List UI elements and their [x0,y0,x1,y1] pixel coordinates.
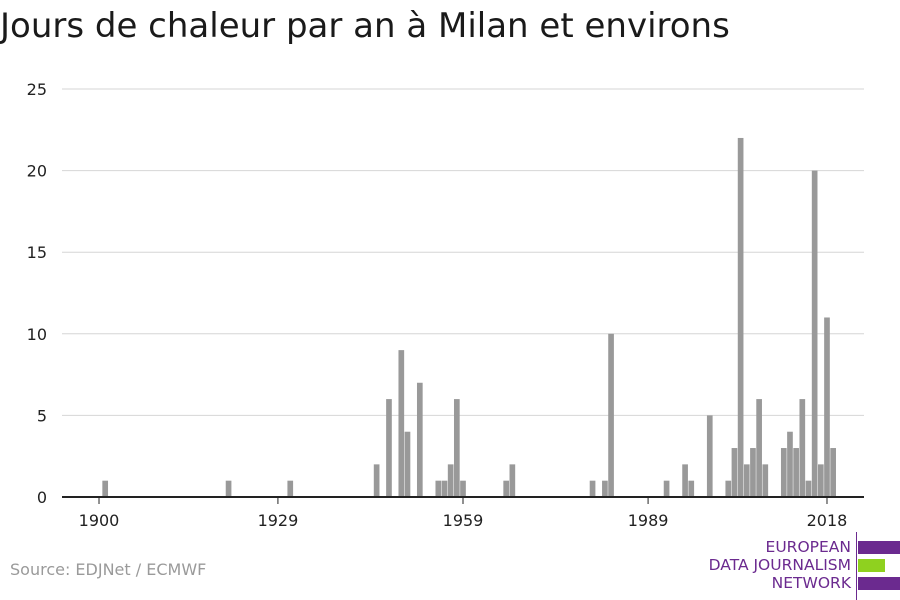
x-tick-label: 1959 [443,511,484,530]
bar [743,464,750,497]
chart-title: Jours de chaleur par an à Milan et envir… [0,6,730,46]
x-tick-label: 2018 [807,511,848,530]
bar [706,415,713,497]
edjnet-logo-text: EUROPEAN DATA JOURNALISM NETWORK [709,538,851,592]
bar [460,480,466,497]
bar [830,448,836,497]
bar [805,480,812,497]
logo-line: NETWORK [771,574,851,592]
bar [225,480,232,497]
y-tick-label: 15 [27,243,47,262]
x-tick-label: 1929 [258,511,299,530]
bar [756,399,762,497]
bar [608,333,614,497]
bar [787,431,793,497]
bars [102,137,836,497]
bar [602,480,608,497]
logo-line: EUROPEAN [765,538,851,556]
bar [386,399,392,497]
y-tick-label: 5 [37,406,47,425]
bar [503,480,510,497]
bar [750,448,756,497]
y-tick-labels: 0 5 10 15 20 25 [27,80,47,507]
bar [287,480,294,497]
bar [416,382,423,497]
bar [731,448,738,497]
x-tick-label: 1900 [79,511,120,530]
bar [725,480,732,497]
bar [404,431,411,497]
logo-bar-purple [858,577,900,590]
y-tick-label: 10 [27,325,47,344]
bar [780,448,787,497]
logo-bar-purple [858,541,900,554]
bar [811,170,818,497]
bar [688,480,695,497]
bar [373,464,380,497]
y-tick-label: 25 [27,80,47,99]
bar [793,448,799,497]
bar [453,399,460,497]
x-tick-label: 1989 [628,511,669,530]
bar [799,399,806,497]
logo-separator [856,532,857,600]
grid-lines [62,88,864,416]
bar [102,480,109,497]
bar [663,480,670,497]
bar [509,464,516,497]
y-tick-label: 0 [37,488,47,507]
bar [824,317,830,497]
bar [817,464,824,497]
x-tick-labels: 1900 1929 1959 1989 2018 [79,497,848,530]
source-note: Source: EDJNet / ECMWF [10,560,207,579]
bar [447,464,454,497]
bar [682,464,688,497]
bar [435,480,442,497]
bar [762,464,769,497]
bar [441,480,448,497]
bar [398,350,405,497]
y-tick-label: 20 [27,162,47,181]
logo-line: DATA JOURNALISM [708,556,851,574]
bar [737,137,744,497]
logo-bar-green [858,559,885,572]
bar [589,480,596,497]
